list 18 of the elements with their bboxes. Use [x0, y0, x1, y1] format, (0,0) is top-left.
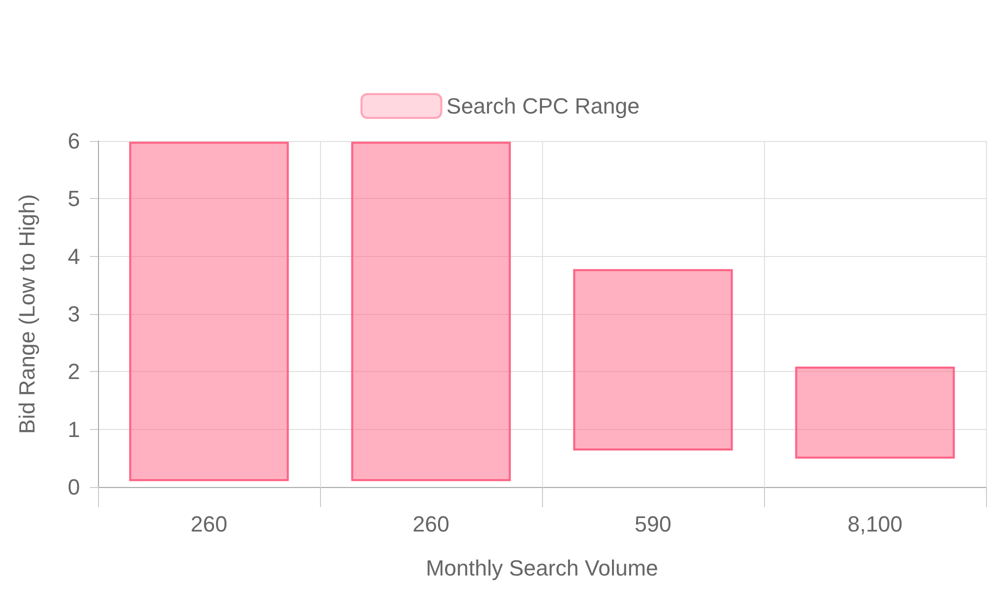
y-tick-label: 6: [68, 128, 80, 154]
bar: [351, 142, 511, 482]
y-tick-label: 3: [68, 302, 80, 326]
legend-label: Search CPC Range: [446, 94, 640, 118]
x-axis-title: Monthly Search Volume: [426, 556, 658, 580]
y-tick-label: 4: [68, 244, 80, 269]
y-tick-label: 0: [68, 474, 80, 500]
y-tick-label: 1: [68, 416, 80, 442]
y-tick-label: 2: [68, 359, 80, 384]
x-tick-label: 8,100: [847, 512, 903, 536]
bar: [795, 366, 955, 459]
bar: [129, 142, 289, 482]
y-tick-label: 5: [68, 186, 80, 212]
x-tick-label: 590: [634, 512, 672, 536]
y-axis-title: Bid Range (Low to High): [14, 194, 40, 434]
x-tick-label: 260: [412, 512, 450, 536]
x-tick-label: 260: [190, 512, 228, 536]
bar: [573, 269, 733, 451]
